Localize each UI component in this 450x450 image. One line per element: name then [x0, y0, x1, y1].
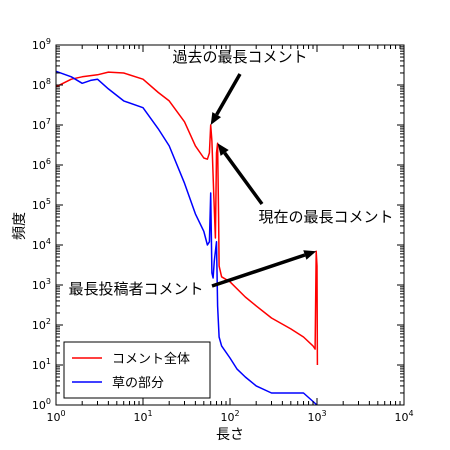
y-axis-label: 頻度 [12, 212, 28, 240]
annotation-current-longest: 現在の最長コメント [258, 208, 393, 226]
legend: コメント全体 草の部分 [63, 341, 211, 399]
x-tick-label: 101 [133, 409, 152, 424]
x-tick-label: 104 [394, 409, 413, 424]
annotation-arrow-head [303, 250, 317, 260]
series-layer [55, 70, 319, 406]
series-line-1 [55, 71, 319, 366]
x-tick-label: 103 [307, 409, 326, 424]
y-tick-label: 100 [32, 397, 51, 412]
legend-label-series-2: 草の部分 [112, 376, 164, 391]
y-tick-label: 108 [32, 77, 51, 92]
ticks-layer [55, 44, 405, 406]
y-tick-label: 109 [32, 37, 51, 52]
y-tick-label: 106 [32, 157, 51, 172]
legend-box [63, 341, 211, 399]
tick-labels: 100 101 102 103 104 100 101 102 103 104 105 106 107 1… [32, 37, 414, 424]
annotation-past-longest: 過去の最長コメント [172, 48, 307, 66]
annotation-layer: 過去の最長コメント 現在の最長コメント 最長投稿者コメント [68, 48, 393, 298]
series-line-2 [55, 70, 318, 406]
y-tick-label: 103 [32, 277, 51, 292]
x-axis-label: 長さ [216, 427, 244, 443]
legend-label-series-1: コメント全体 [112, 351, 190, 367]
annotation-arrow-head [217, 143, 229, 156]
x-tick-label: 100 [46, 409, 65, 424]
y-tick-label: 104 [32, 237, 51, 252]
annotation-arrow-shaft [223, 151, 264, 206]
x-tick-label: 102 [220, 409, 239, 424]
annotation-arrow-shaft [215, 73, 242, 116]
annotation-arrow-shaft [211, 253, 306, 288]
y-tick-label: 101 [32, 357, 51, 372]
y-tick-label: 105 [32, 197, 51, 212]
y-tick-label: 102 [32, 317, 51, 332]
annotation-poster-longest: 最長投稿者コメント [68, 280, 203, 298]
annotation-arrow-head [210, 112, 222, 125]
y-tick-label: 107 [32, 117, 51, 132]
